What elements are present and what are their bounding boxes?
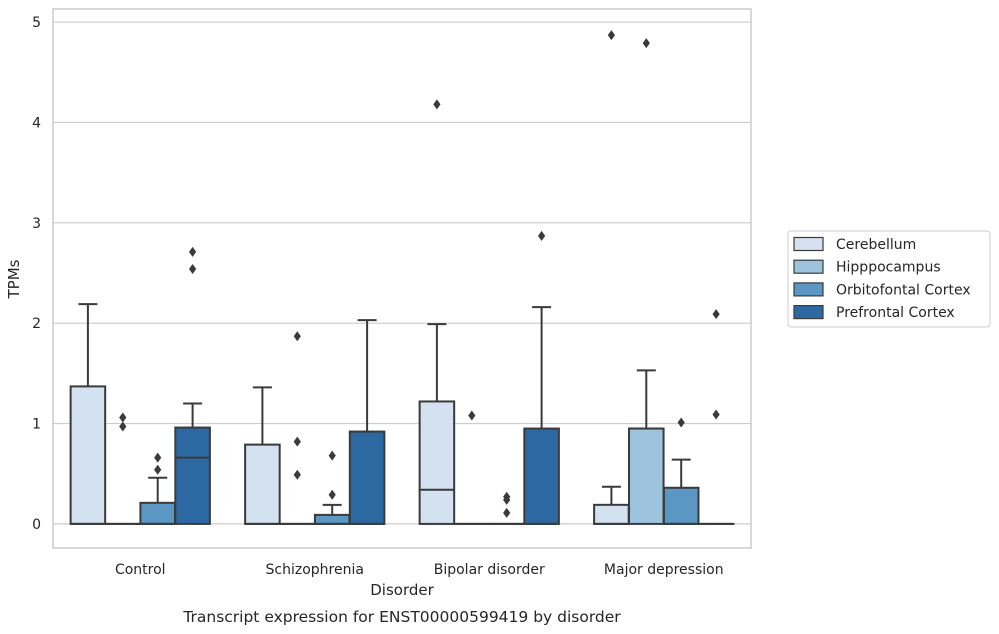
y-tick-label: 5 [32, 15, 41, 31]
legend-frame [787, 230, 991, 328]
x-tick-label: Control [115, 562, 166, 578]
box-iqr [662, 486, 700, 525]
outlier-point [503, 507, 511, 518]
box-iqr [244, 443, 281, 525]
outlier-point [189, 246, 197, 257]
y-tick-label: 0 [32, 517, 41, 533]
outlier-point [712, 409, 720, 420]
y-tick-labels: 0 1 2 3 4 5 [32, 15, 41, 533]
y-tick-label: 3 [32, 216, 41, 232]
outlier-point [328, 489, 336, 500]
outlier-point [328, 450, 336, 461]
outlier-point [677, 417, 685, 428]
outlier-point [119, 421, 127, 432]
outlier-point [293, 436, 301, 447]
box-cerebellum [418, 99, 456, 525]
box-layer [69, 30, 735, 525]
outlier-point [503, 494, 511, 505]
box-cerebellum [69, 303, 107, 525]
outlier-point [433, 99, 441, 110]
legend-swatch [793, 305, 824, 320]
box-cerebellum [593, 30, 630, 525]
outlier-point [468, 410, 476, 421]
legend-label: Cerebellum [836, 237, 916, 253]
outlier-point [293, 331, 301, 342]
box-orbitofontal-cortex [662, 417, 700, 525]
box-prefrontal-cortex [348, 319, 386, 525]
outlier-point [642, 38, 650, 49]
legend-swatch [793, 259, 824, 274]
outlier-point [154, 464, 162, 475]
chart-caption: Transcript expression for ENST0000059941… [182, 608, 621, 626]
x-tick-label: Schizophrenia [266, 562, 364, 578]
y-tick-label: 4 [32, 115, 41, 131]
box-hipppocampus [453, 410, 491, 525]
legend-label: Prefrontal Cortex [836, 305, 955, 321]
outlier-point [607, 30, 615, 41]
box-iqr [628, 427, 665, 525]
x-tick-label: Bipolar disorder [434, 562, 545, 578]
box-orbitofontal-cortex [488, 491, 525, 525]
legend-label: Orbitofontal Cortex [836, 282, 971, 298]
box-hipppocampus [279, 331, 316, 525]
box-iqr [593, 503, 630, 525]
box-prefrontal-cortex [523, 230, 560, 525]
outlier-point [712, 309, 720, 320]
box-prefrontal-cortex [697, 309, 735, 525]
box-iqr [313, 513, 351, 525]
box-prefrontal-cortex [174, 246, 211, 525]
outlier-point [154, 452, 162, 463]
box-hipppocampus [628, 38, 665, 525]
box-iqr [69, 385, 107, 525]
plot-frame [52, 8, 752, 549]
legend-swatch [793, 282, 824, 297]
legend-items: Cerebellum Hipppocampus Orbitofontal Corte… [793, 236, 971, 321]
box-iqr [139, 501, 176, 525]
box-iqr [523, 427, 560, 525]
box-orbitofontal-cortex [139, 452, 176, 525]
legend-label: Hipppocampus [836, 260, 941, 276]
box-iqr [348, 430, 386, 525]
y-tick-label: 1 [32, 417, 41, 433]
x-tick-labels: Control Schizophrenia Bipolar disorder Majo… [115, 562, 724, 578]
x-tick-label: Major depression [604, 562, 724, 578]
outlier-point [293, 469, 301, 480]
box-orbitofontal-cortex [313, 450, 351, 525]
box-cerebellum [244, 386, 281, 525]
outlier-point [189, 263, 197, 274]
legend: Cerebellum Hipppocampus Orbitofontal Corte… [787, 230, 991, 328]
y-axis-label: TPMs [5, 259, 23, 299]
outlier-point [119, 412, 127, 423]
legend-swatch [793, 236, 824, 252]
x-axis-label: Disorder [370, 581, 434, 599]
box-hipppocampus [104, 412, 142, 525]
outlier-point [538, 230, 546, 241]
box-iqr [174, 426, 211, 525]
box-iqr [418, 400, 456, 525]
y-tick-label: 2 [32, 316, 41, 332]
